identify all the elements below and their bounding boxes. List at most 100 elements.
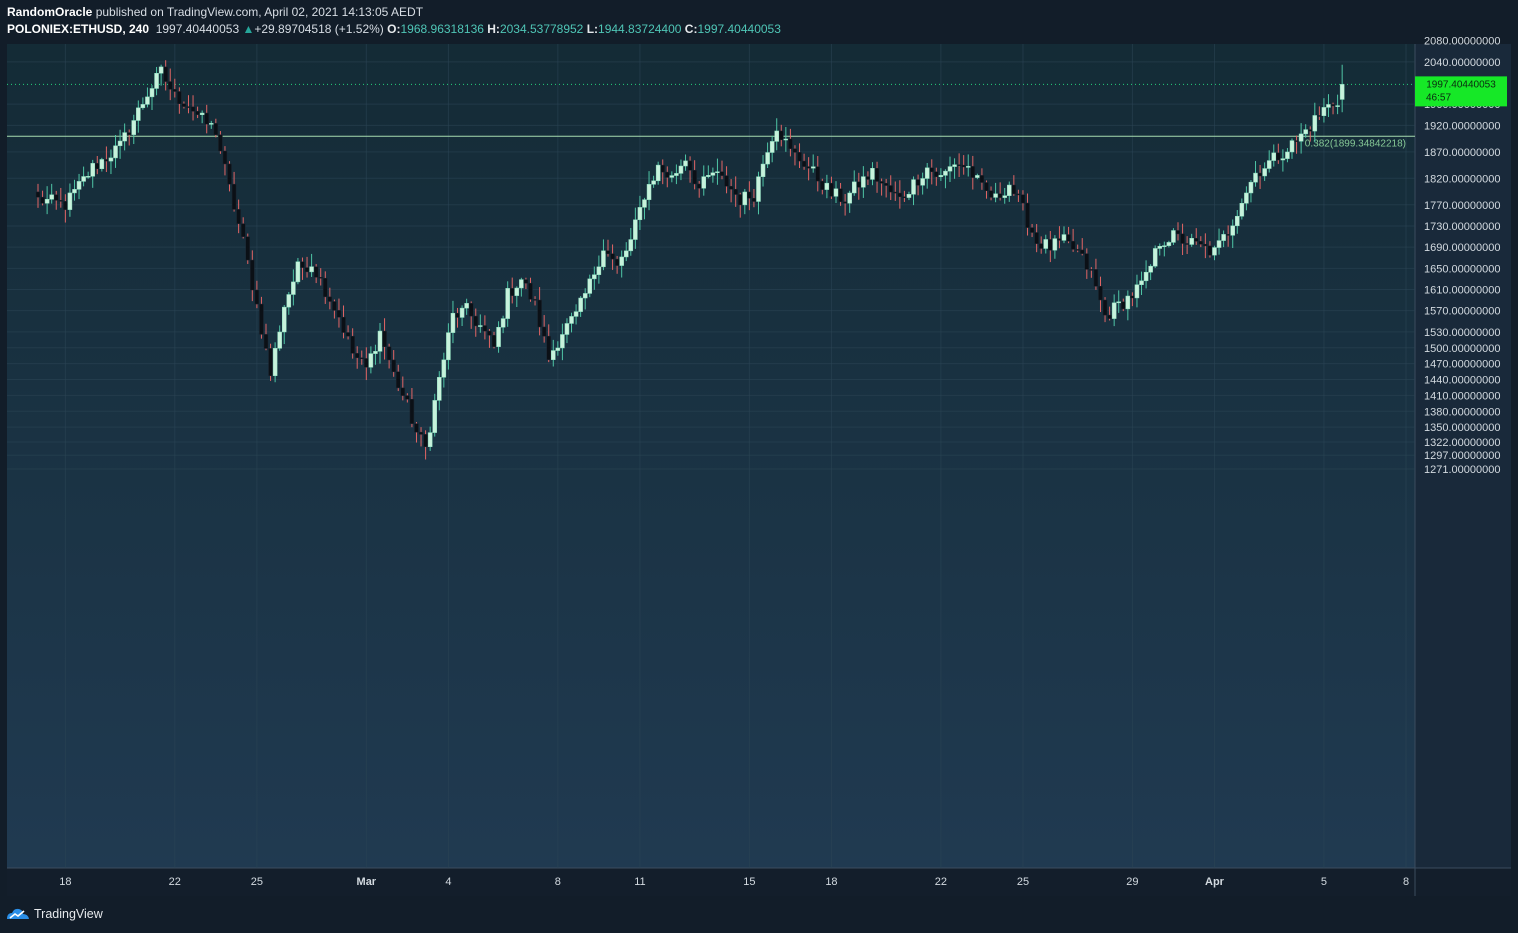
candle-body: [861, 176, 866, 188]
candle-body: [250, 259, 255, 291]
candle-body: [519, 279, 524, 289]
time-tick: 8: [555, 876, 561, 888]
symbol-label[interactable]: POLONIEX:ETHUSD, 240: [7, 22, 150, 36]
time-tick: Mar: [357, 876, 377, 888]
candle-body: [610, 253, 615, 260]
candle-body: [254, 289, 260, 305]
candle-body: [938, 175, 944, 178]
candle-body: [323, 277, 328, 298]
candle-body: [181, 103, 187, 107]
candle-body: [710, 172, 716, 176]
candle-body: [847, 192, 852, 204]
candle-body: [1257, 172, 1263, 177]
candle-body: [85, 176, 91, 178]
candle-body: [1157, 246, 1163, 249]
candle-body: [924, 167, 930, 179]
candle-body: [706, 175, 711, 177]
price-tick: 1322.00000000: [1424, 437, 1500, 449]
candle-body: [1271, 152, 1277, 161]
candle-body: [1107, 314, 1112, 319]
candle-body: [564, 323, 570, 335]
candle-body: [190, 106, 196, 112]
candle-body: [523, 279, 529, 284]
time-tick: 18: [59, 876, 71, 888]
tradingview-logo-icon: [7, 908, 29, 919]
candle-body: [1193, 238, 1199, 242]
candle-body: [496, 326, 501, 347]
candle-body: [742, 191, 748, 206]
candle-body: [929, 167, 935, 173]
candle-body: [236, 209, 241, 224]
candle-body: [218, 134, 223, 152]
candle-body: [765, 152, 770, 165]
candle-body: [186, 106, 191, 108]
candle-body: [1317, 115, 1322, 117]
candle-body: [619, 256, 624, 266]
candle-body: [1130, 295, 1135, 299]
candle-body: [1225, 234, 1231, 236]
author-name[interactable]: RandomOracle: [7, 5, 93, 19]
candle-body: [336, 310, 342, 318]
candle-body: [318, 277, 323, 279]
candle-body: [920, 178, 925, 186]
candle-body: [541, 326, 547, 337]
candle-body: [209, 123, 214, 125]
candle-body: [423, 434, 428, 447]
candle-body: [719, 171, 725, 176]
candle-body: [797, 152, 802, 162]
candle-body: [687, 160, 693, 171]
candle-body: [943, 170, 948, 176]
candle-body: [286, 294, 292, 308]
candle-body: [829, 182, 834, 197]
candle-body: [263, 334, 269, 349]
candle-body: [1339, 84, 1345, 100]
tradingview-brand-text: TradingView: [34, 907, 103, 921]
candle-body: [879, 181, 884, 184]
candle-body: [582, 293, 588, 299]
candle-body: [204, 112, 209, 125]
candle-body: [172, 89, 178, 92]
high-value: 2034.53778952: [499, 22, 584, 36]
candle-body: [605, 250, 611, 255]
candle-body: [167, 81, 173, 90]
candle-body: [1298, 133, 1304, 142]
candle-body: [1289, 140, 1295, 153]
candle-body: [623, 250, 629, 258]
candle-body: [669, 175, 675, 178]
price-tick: 1470.00000000: [1424, 359, 1500, 371]
candle-body: [418, 431, 424, 435]
candle-body: [450, 312, 456, 333]
time-axis-background: [7, 868, 1511, 896]
close-label: C:: [684, 22, 698, 36]
candle-body: [902, 196, 907, 199]
candle-body: [49, 194, 54, 200]
candle-body: [140, 104, 146, 109]
candle-body: [956, 164, 962, 166]
candle-body: [359, 357, 365, 360]
candle-body: [724, 175, 729, 187]
candle-body: [893, 191, 898, 194]
time-tick: 25: [251, 876, 263, 888]
candle-body: [464, 303, 469, 309]
candle-body: [446, 332, 451, 361]
candle-body: [373, 351, 378, 354]
candle-body: [984, 182, 989, 191]
candle-body: [769, 141, 775, 153]
price-tick: 1271.00000000: [1424, 464, 1500, 476]
candle-body: [792, 148, 798, 153]
tradingview-brand[interactable]: TradingView: [6, 904, 103, 924]
price-tick: 1610.00000000: [1424, 285, 1500, 297]
candle-body: [414, 423, 419, 433]
candle-body: [199, 112, 205, 115]
candle-body: [633, 219, 638, 240]
candle-body: [660, 164, 665, 173]
candle-body: [747, 191, 752, 199]
candle-body: [1121, 301, 1126, 310]
candle-body: [737, 194, 743, 206]
candle-body: [1171, 230, 1176, 243]
candle-body: [715, 171, 720, 173]
candle-body: [409, 399, 415, 424]
candle-body: [573, 311, 579, 317]
price-tick: 1350.00000000: [1424, 422, 1500, 434]
